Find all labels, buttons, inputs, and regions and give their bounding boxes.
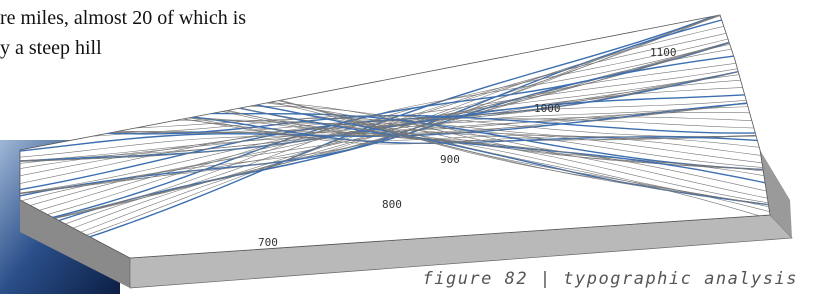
contour-label: 800 bbox=[382, 198, 402, 211]
contour-label: 900 bbox=[440, 153, 460, 166]
contour-label: 1100 bbox=[650, 46, 677, 59]
body-line: re miles, almost 20 of which is bbox=[0, 7, 246, 29]
figure: re miles, almost 20 of which is y a stee… bbox=[0, 0, 831, 294]
contour-label: 700 bbox=[258, 236, 278, 249]
page: re miles, almost 20 of which is y a stee… bbox=[0, 0, 831, 294]
contour-label: 1000 bbox=[534, 102, 561, 115]
body-line: y a steep hill bbox=[0, 37, 102, 59]
caption: figure 82 | typographic analysis bbox=[422, 269, 798, 289]
